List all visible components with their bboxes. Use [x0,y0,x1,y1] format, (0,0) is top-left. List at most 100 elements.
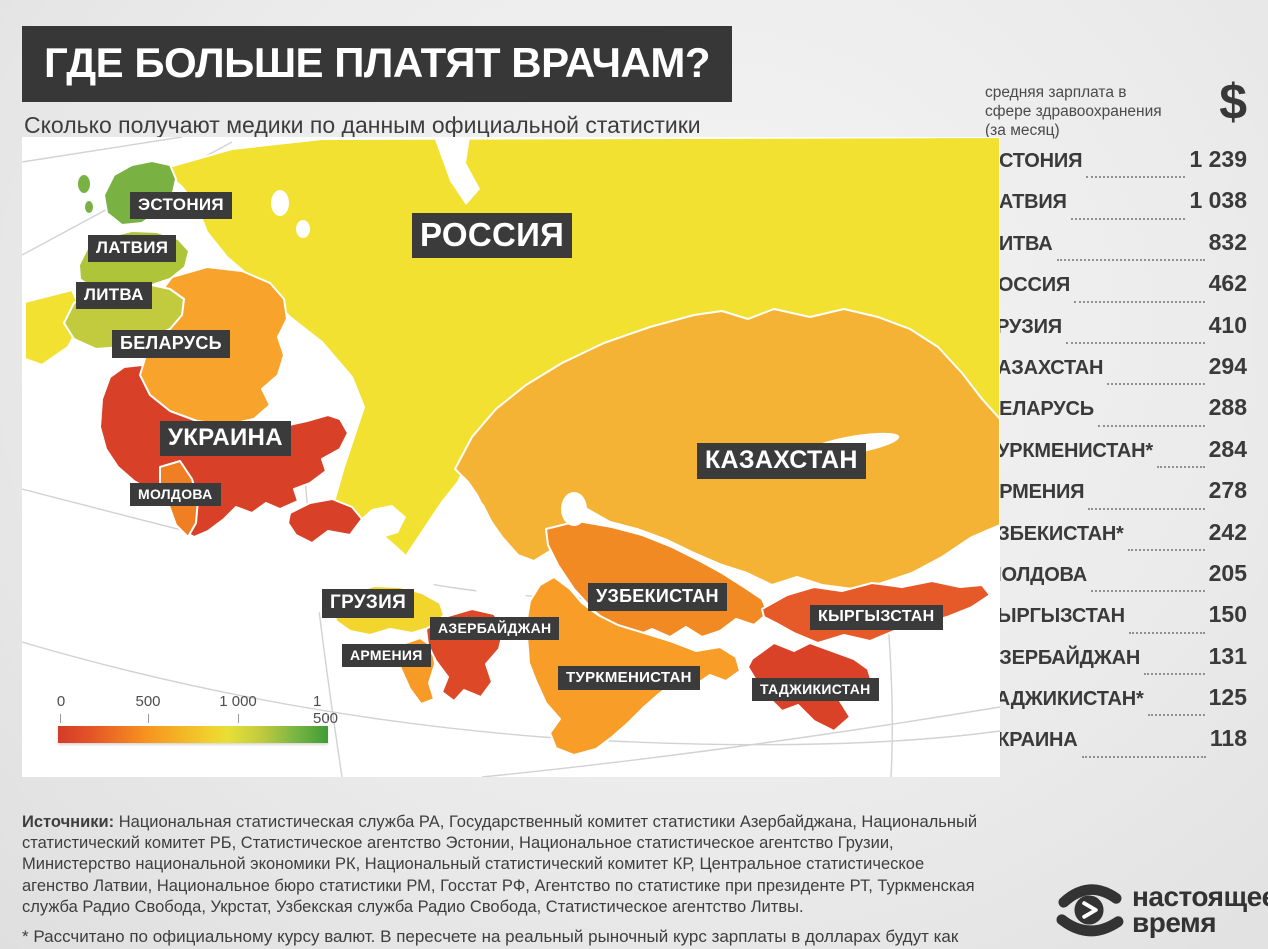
estonia-island [76,173,92,195]
country-name: ТУРКМЕНИСТАН* [985,439,1153,462]
map-label-kazakhstan: КАЗАХСТАН [697,443,866,479]
salary-value: 131 [1208,642,1247,669]
country-name: ЛИТВА [985,232,1053,255]
lake-ladoga [271,190,289,216]
list-item: ГРУЗИЯ 410 [985,312,1247,353]
page-subtitle: Сколько получают медики по данным официа… [24,112,701,138]
dotted-leader [1065,341,1205,344]
dotted-leader [1144,673,1205,676]
aral-sea [561,492,587,526]
country-name: УКРАИНА [985,729,1078,752]
list-item: ЭСТОНИЯ 1 239 [985,146,1247,187]
map-label-russia: РОССИЯ [412,213,573,258]
map-label-turkmenistan: ТУРКМЕНИСТАН [558,666,700,690]
legend-tick-label: 500 [135,693,161,710]
dotted-leader [1091,590,1205,593]
list-item: БЕЛАРУСЬ 288 [985,394,1247,435]
list-item: МОЛДОВА 205 [985,560,1247,601]
dotted-leader [1088,507,1205,510]
map-label-lithuania: ЛИТВА [76,282,152,309]
legend-tick-label: 1 000 [219,693,257,710]
legend-gradient-bar [58,726,328,743]
list-item: АРМЕНИЯ 278 [985,477,1247,518]
page-title: ГДЕ БОЛЬШЕ ПЛАТЯТ ВРАЧАМ? [22,26,733,102]
sidebar-header: средняя зарплата в сфере здравоохранения… [985,77,1247,141]
salary-value: 150 [1208,601,1247,628]
salary-value: 1 239 [1189,146,1247,172]
map-label-georgia: ГРУЗИЯ [322,589,415,618]
legend-tick-mark [327,714,328,723]
country-name: ЭСТОНИЯ [985,150,1083,172]
map-label-azerbaijan: АЗЕРБАЙДЖАН [430,617,560,640]
list-item: ЛИТВА 832 [985,229,1247,270]
footnote-text: * Рассчитано по официальному курсу валют… [22,927,959,949]
map-label-belarus: БЕЛАРУСЬ [112,330,230,358]
dotted-leader [1086,176,1186,179]
dotted-leader [1070,217,1186,220]
map-label-ukraine: УКРАИНА [160,421,291,456]
legend-tick-mark [148,714,149,723]
nastoyashchee-vremya-logo: настоящее время [1052,878,1268,942]
salary-value: 125 [1208,684,1247,711]
nastoyashchee-vremya-logo-icon [1056,884,1124,937]
country-name: МОЛДОВА [985,563,1088,586]
dotted-leader [1074,300,1205,303]
dotted-leader [1081,755,1206,758]
list-item: КЫРГЫЗСТАН 150 [985,601,1247,642]
salary-value: 118 [1209,725,1247,752]
legend-tick-label: 1 500 [313,693,339,727]
legend-tick-label: 0 [56,693,66,710]
country-name: КАЗАХСТАН [985,356,1104,379]
country-ukraine-crimea [287,498,363,544]
country-name: БЕЛАРУСЬ [985,398,1094,421]
list-item: ЛАТВИЯ 1 038 [985,187,1247,228]
salary-ranking-list: ЭСТОНИЯ 1 239 ЛАТВИЯ 1 038 ЛИТВА 832 РОССИЯ… [985,146,1247,767]
choropleth-map: РОССИЯ ЭСТОНИЯ ЛАТВИЯ ЛИТВА БЕЛАРУСЬ УКР… [22,137,1000,777]
list-item: КАЗАХСТАН 294 [985,353,1247,394]
sources-label: Источники: [22,812,115,831]
country-name: КЫРГЫЗСТАН [985,605,1125,628]
country-name: ГРУЗИЯ [985,315,1062,338]
dotted-leader [1157,466,1205,469]
country-name: РОССИЯ [985,274,1071,297]
country-name: АЗЕРБАЙДЖАН [985,646,1141,669]
salary-value: 832 [1208,228,1247,255]
country-name: АРМЕНИЯ [985,481,1085,504]
salary-value: 410 [1208,311,1247,338]
country-russia-kaliningrad [24,289,85,366]
map-label-latvia: ЛАТВИЯ [88,235,177,262]
list-item: ТАДЖИКИСТАН* 125 [985,684,1247,725]
dotted-leader [1097,424,1205,427]
sea-of-azov [354,505,406,539]
map-label-estonia: ЭСТОНИЯ [130,192,232,219]
salary-value: 205 [1208,559,1247,586]
sources-text: Источники: Национальная статистическая с… [22,812,978,917]
map-label-moldova: МОЛДОВА [130,483,221,506]
country-name: УЗБЕКИСТАН* [985,522,1124,545]
legend-tick-mark [238,714,239,723]
salary-value: 278 [1208,477,1247,504]
list-item: УКРАИНА 118 [985,725,1247,766]
white-sea [434,137,480,205]
dotted-leader [1056,259,1205,262]
legend-tick-mark [60,714,61,723]
salary-value: 1 038 [1189,187,1247,214]
list-item: УЗБЕКИСТАН* 242 [985,519,1247,560]
legend-description: средняя зарплата в сфере здравоохранения… [985,84,1162,139]
map-label-kyrgyzstan: КЫРГЫЗСТАН [810,605,943,630]
salary-value: 284 [1208,435,1247,462]
country-name: ЛАТВИЯ [985,191,1067,214]
map-label-tajikistan: ТАДЖИКИСТАН [752,678,879,701]
logo-wordmark: настоящее время [1132,881,1268,938]
map-label-armenia: АРМЕНИЯ [342,644,431,667]
salary-value: 288 [1208,394,1247,421]
dotted-leader [1128,631,1205,634]
salary-value: 242 [1208,518,1247,545]
salary-value: 294 [1208,352,1247,379]
lake-onega [296,220,310,238]
country-name: ТАДЖИКИСТАН* [985,688,1144,711]
estonia-island [83,199,95,215]
color-scale-legend: 0 500 1 000 1 500 [56,693,358,753]
salary-value: 462 [1208,270,1247,297]
